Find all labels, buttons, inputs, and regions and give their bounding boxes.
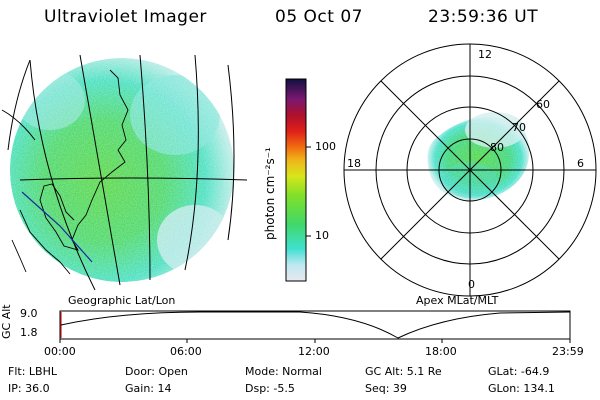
mlt-label-18: 18 (347, 157, 361, 170)
info-flt: Flt: LBHL (8, 365, 57, 378)
info-ip: IP: 36.0 (8, 382, 50, 395)
altitude-ylabel: GC Alt (0, 304, 13, 339)
x-tick-1800: 18:00 (425, 345, 457, 358)
info-glat: GLat: -64.9 (488, 365, 550, 378)
x-tick-2359: 23:59 (552, 345, 584, 358)
x-tick-0600: 06:00 (170, 345, 202, 358)
info-door: Door: Open (125, 365, 188, 378)
date-label: 05 Oct 07 (275, 7, 363, 27)
colorbar-ticks (306, 146, 311, 237)
x-tick-1200: 12:00 (298, 345, 330, 358)
info-dsp: Dsp: -5.5 (245, 382, 295, 395)
colorbar-tick-100: 100 (315, 140, 336, 153)
info-mode: Mode: Normal (245, 365, 322, 378)
mlat-label-80: 80 (490, 141, 504, 154)
coastline (11, 69, 129, 275)
colorbar-unit-label: photon cm⁻²s⁻¹ (263, 147, 277, 240)
info-seq: Seq: 39 (365, 382, 407, 395)
colorbar-tick-10: 10 (315, 229, 329, 242)
altitude-x-ticks (59, 339, 571, 343)
polar-grid (343, 43, 597, 297)
info-glon: GLon: 134.1 (488, 382, 555, 395)
mlat-label-70: 70 (512, 121, 526, 134)
mlt-label-12: 12 (478, 48, 492, 61)
instrument-title: Ultraviolet Imager (44, 7, 207, 27)
altitude-ymin: 1.8 (20, 326, 38, 339)
altitude-ymax: 9.0 (20, 307, 38, 320)
geographic-image (10, 58, 234, 282)
altitude-plot-frame (59, 310, 571, 340)
altitude-curve (60, 311, 571, 339)
mlt-label-6: 6 (577, 157, 584, 170)
terminator-line (21, 191, 93, 263)
geo-grid (1, 54, 248, 291)
x-tick-0000: 00:00 (44, 345, 76, 358)
mlt-label-0: 0 (468, 278, 475, 291)
colorbar (285, 78, 307, 282)
polar-image (420, 100, 540, 210)
info-gain: Gain: 14 (125, 382, 172, 395)
polar-caption: Apex MLat/MLT (416, 294, 499, 307)
geo-caption: Geographic Lat/Lon (68, 294, 176, 307)
info-gc-alt: GC Alt: 5.1 Re (365, 365, 442, 378)
mlat-label-60: 60 (536, 98, 550, 111)
time-label: 23:59:36 UT (428, 7, 539, 27)
